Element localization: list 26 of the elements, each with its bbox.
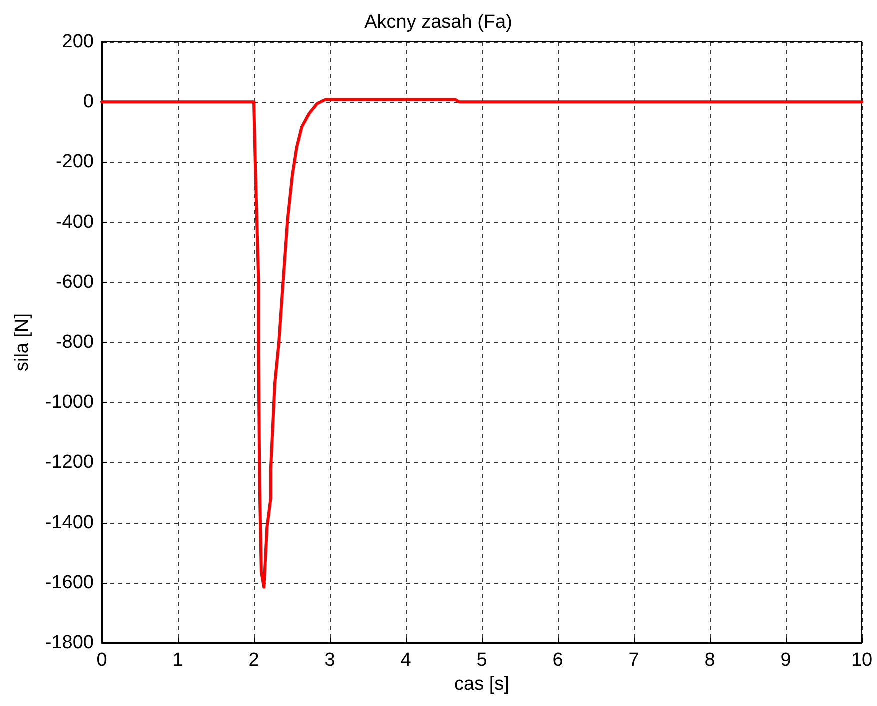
- y-tick-label: -800: [56, 332, 94, 353]
- y-tick-label: -200: [56, 152, 94, 173]
- x-tick-label: 9: [780, 650, 792, 671]
- y-tick-label: -1400: [45, 512, 94, 534]
- x-tick-label: 5: [476, 650, 488, 671]
- x-tick-label: 10: [851, 650, 873, 671]
- y-tick-label: -1800: [45, 632, 94, 654]
- y-tick-label: -1200: [45, 452, 94, 474]
- x-tick-label: 6: [552, 650, 564, 671]
- y-tick-label: -600: [56, 272, 94, 293]
- y-tick-label: 0: [83, 92, 94, 113]
- x-tick-label: 4: [400, 650, 412, 671]
- x-tick-label: 8: [704, 650, 716, 671]
- y-tick-label: -1000: [45, 392, 94, 414]
- chart-title: Akcny zasah (Fa): [364, 12, 512, 33]
- x-tick-label: 7: [628, 650, 640, 671]
- y-tick-label: 200: [62, 32, 94, 52]
- y-axis-title: sila [N]: [12, 313, 33, 372]
- x-tick-label: 1: [172, 650, 184, 671]
- x-tick-label: 3: [324, 650, 336, 671]
- x-tick-label: 2: [248, 650, 260, 671]
- x-tick-label: 0: [96, 650, 108, 671]
- y-tick-label: -400: [56, 212, 94, 233]
- line-series: [100, 98, 864, 589]
- y-tick-label: -1600: [45, 572, 94, 594]
- x-axis-title: cas [s]: [454, 674, 510, 695]
